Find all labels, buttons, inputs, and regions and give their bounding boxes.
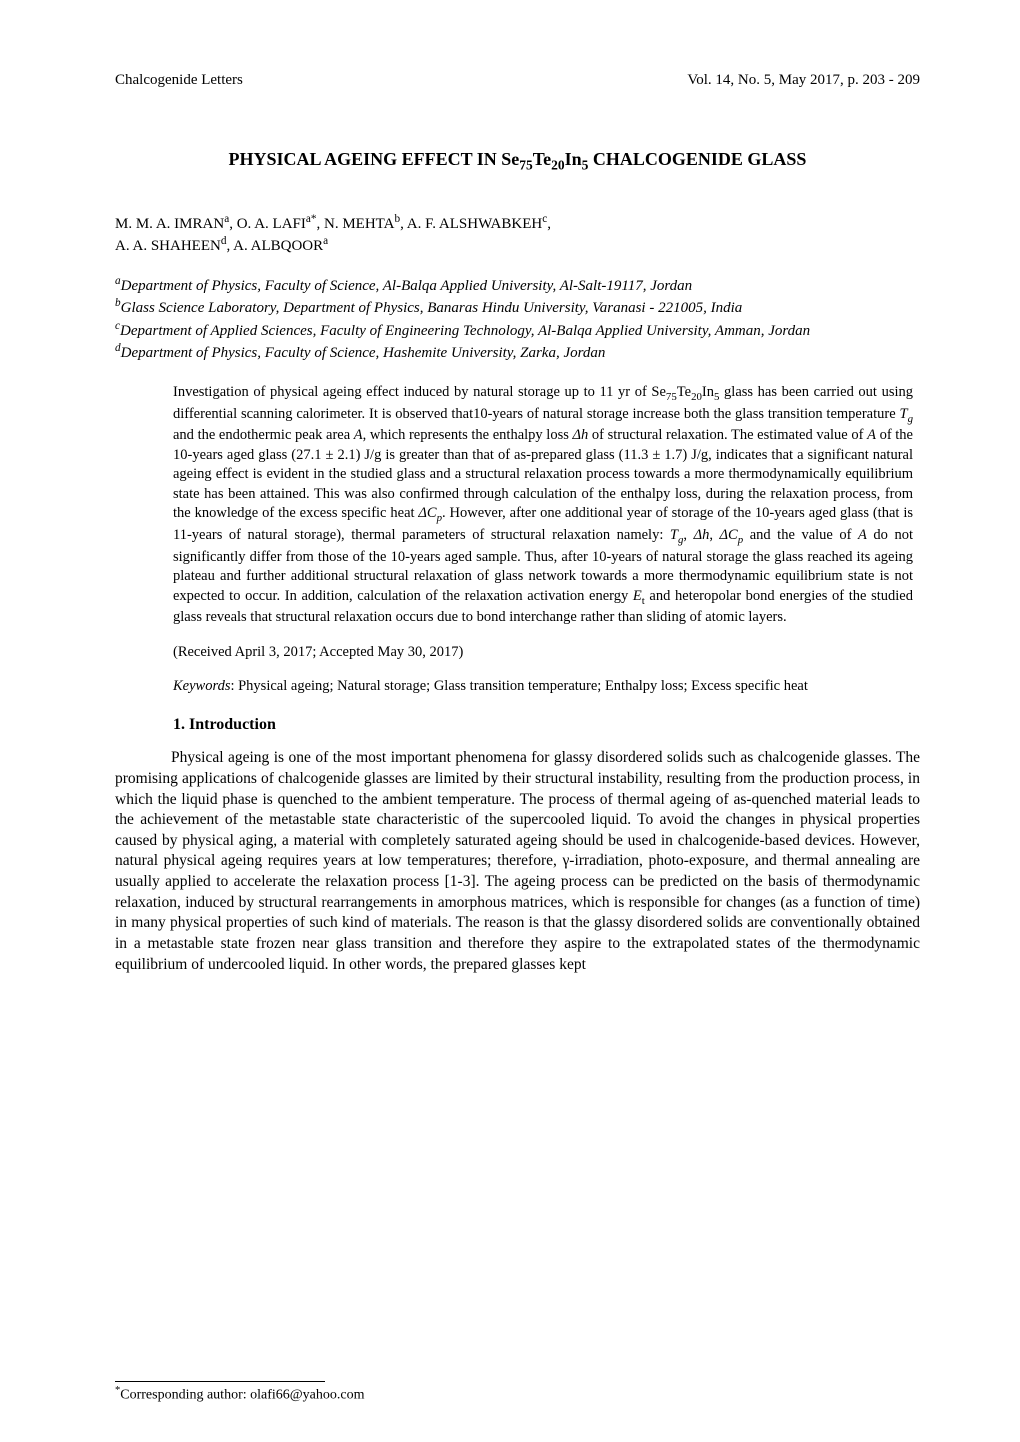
paper-title: PHYSICAL AGEING EFFECT IN Se75Te20In5 CH… <box>115 149 920 174</box>
affiliation-b: bGlass Science Laboratory, Department of… <box>115 296 920 318</box>
authors-line-1: M. M. A. IMRANa, O. A. LAFIa*, N. MEHTAb… <box>115 212 920 234</box>
corresponding-author-footnote: *Corresponding author: olafi66@yahoo.com <box>115 1385 364 1404</box>
affiliation-a: aDepartment of Physics, Faculty of Scien… <box>115 274 920 296</box>
intro-paragraph-1: Physical ageing is one of the most impor… <box>115 748 920 975</box>
authors-block: M. M. A. IMRANa, O. A. LAFIa*, N. MEHTAb… <box>115 212 920 257</box>
abstract: Investigation of physical ageing effect … <box>173 383 913 628</box>
footnote-separator <box>115 1381 325 1382</box>
received-accepted: (Received April 3, 2017; Accepted May 30… <box>173 644 920 661</box>
citation: Vol. 14, No. 5, May 2017, p. 203 - 209 <box>687 72 920 89</box>
affiliations-block: aDepartment of Physics, Faculty of Scien… <box>115 274 920 363</box>
affiliation-d: dDepartment of Physics, Faculty of Scien… <box>115 341 920 363</box>
authors-line-2: A. A. SHAHEENd, A. ALBQOORa <box>115 234 920 256</box>
affiliation-c: cDepartment of Applied Sciences, Faculty… <box>115 319 920 341</box>
section-1-heading: 1. Introduction <box>173 716 920 734</box>
journal-name: Chalcogenide Letters <box>115 72 243 89</box>
header-row: Chalcogenide Letters Vol. 14, No. 5, May… <box>115 72 920 89</box>
keywords: Keywords: Physical ageing; Natural stora… <box>173 677 913 697</box>
